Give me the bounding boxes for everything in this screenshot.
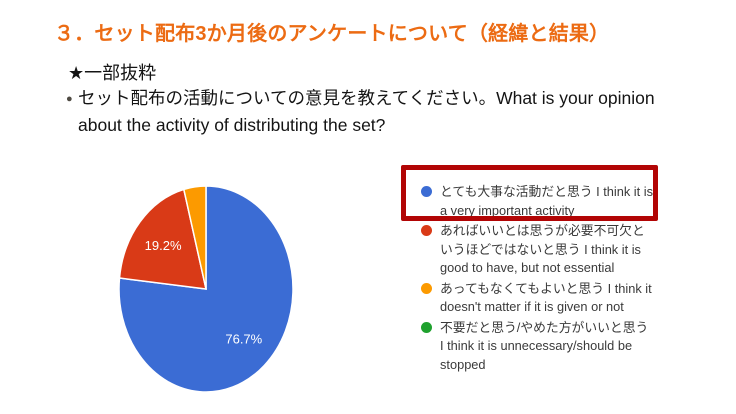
- legend-dot-icon: [421, 186, 432, 197]
- legend-label: あればいいとは思うが必要不可欠というほどではないと思う I think it i…: [440, 223, 645, 275]
- legend-dot-icon: [421, 282, 432, 294]
- legend-item-2: あってもなくてもよいと思う I think it doesn't matter …: [421, 280, 653, 317]
- pie-data-label: 76.7%: [225, 331, 262, 346]
- legend-item-3: 不要だと思う/やめた方がいいと思う I think it is unnecess…: [421, 319, 653, 375]
- excerpt-note: ★一部抜粋: [68, 63, 157, 83]
- question-text: セット配布の活動についての意見を教えてください。What is your opi…: [78, 88, 655, 135]
- legend-item-1: あればいいとは思うが必要不可欠というほどではないと思う I think it i…: [421, 222, 653, 278]
- legend-label: 不要だと思う/やめた方がいいと思う I think it is unnecess…: [440, 319, 649, 372]
- legend-label: とても大事な活動だと思う I think it is a very import…: [440, 184, 653, 218]
- pie-slice-1: [118, 188, 207, 290]
- legend-dot-icon: [421, 225, 432, 236]
- pie-chart: 76.7% 19.2%: [118, 185, 294, 393]
- question-block: ● セット配布の活動についての意見を教えてください。What is your o…: [66, 85, 678, 139]
- legend-dot-icon: [421, 321, 432, 333]
- bullet-dot-icon: ●: [66, 93, 73, 105]
- pie-data-label: 19.2%: [145, 238, 182, 253]
- slide-title: ３．セット配布3か月後のアンケートについて（経緯と結果）: [54, 23, 610, 45]
- legend-label: あってもなくてもよいと思う I think it doesn't matter …: [440, 280, 652, 315]
- legend-item-0: とても大事な活動だと思う I think it is a very import…: [421, 183, 653, 220]
- chart-legend: とても大事な活動だと思う I think it is a very import…: [421, 183, 653, 376]
- pie-slice-2: [182, 185, 207, 290]
